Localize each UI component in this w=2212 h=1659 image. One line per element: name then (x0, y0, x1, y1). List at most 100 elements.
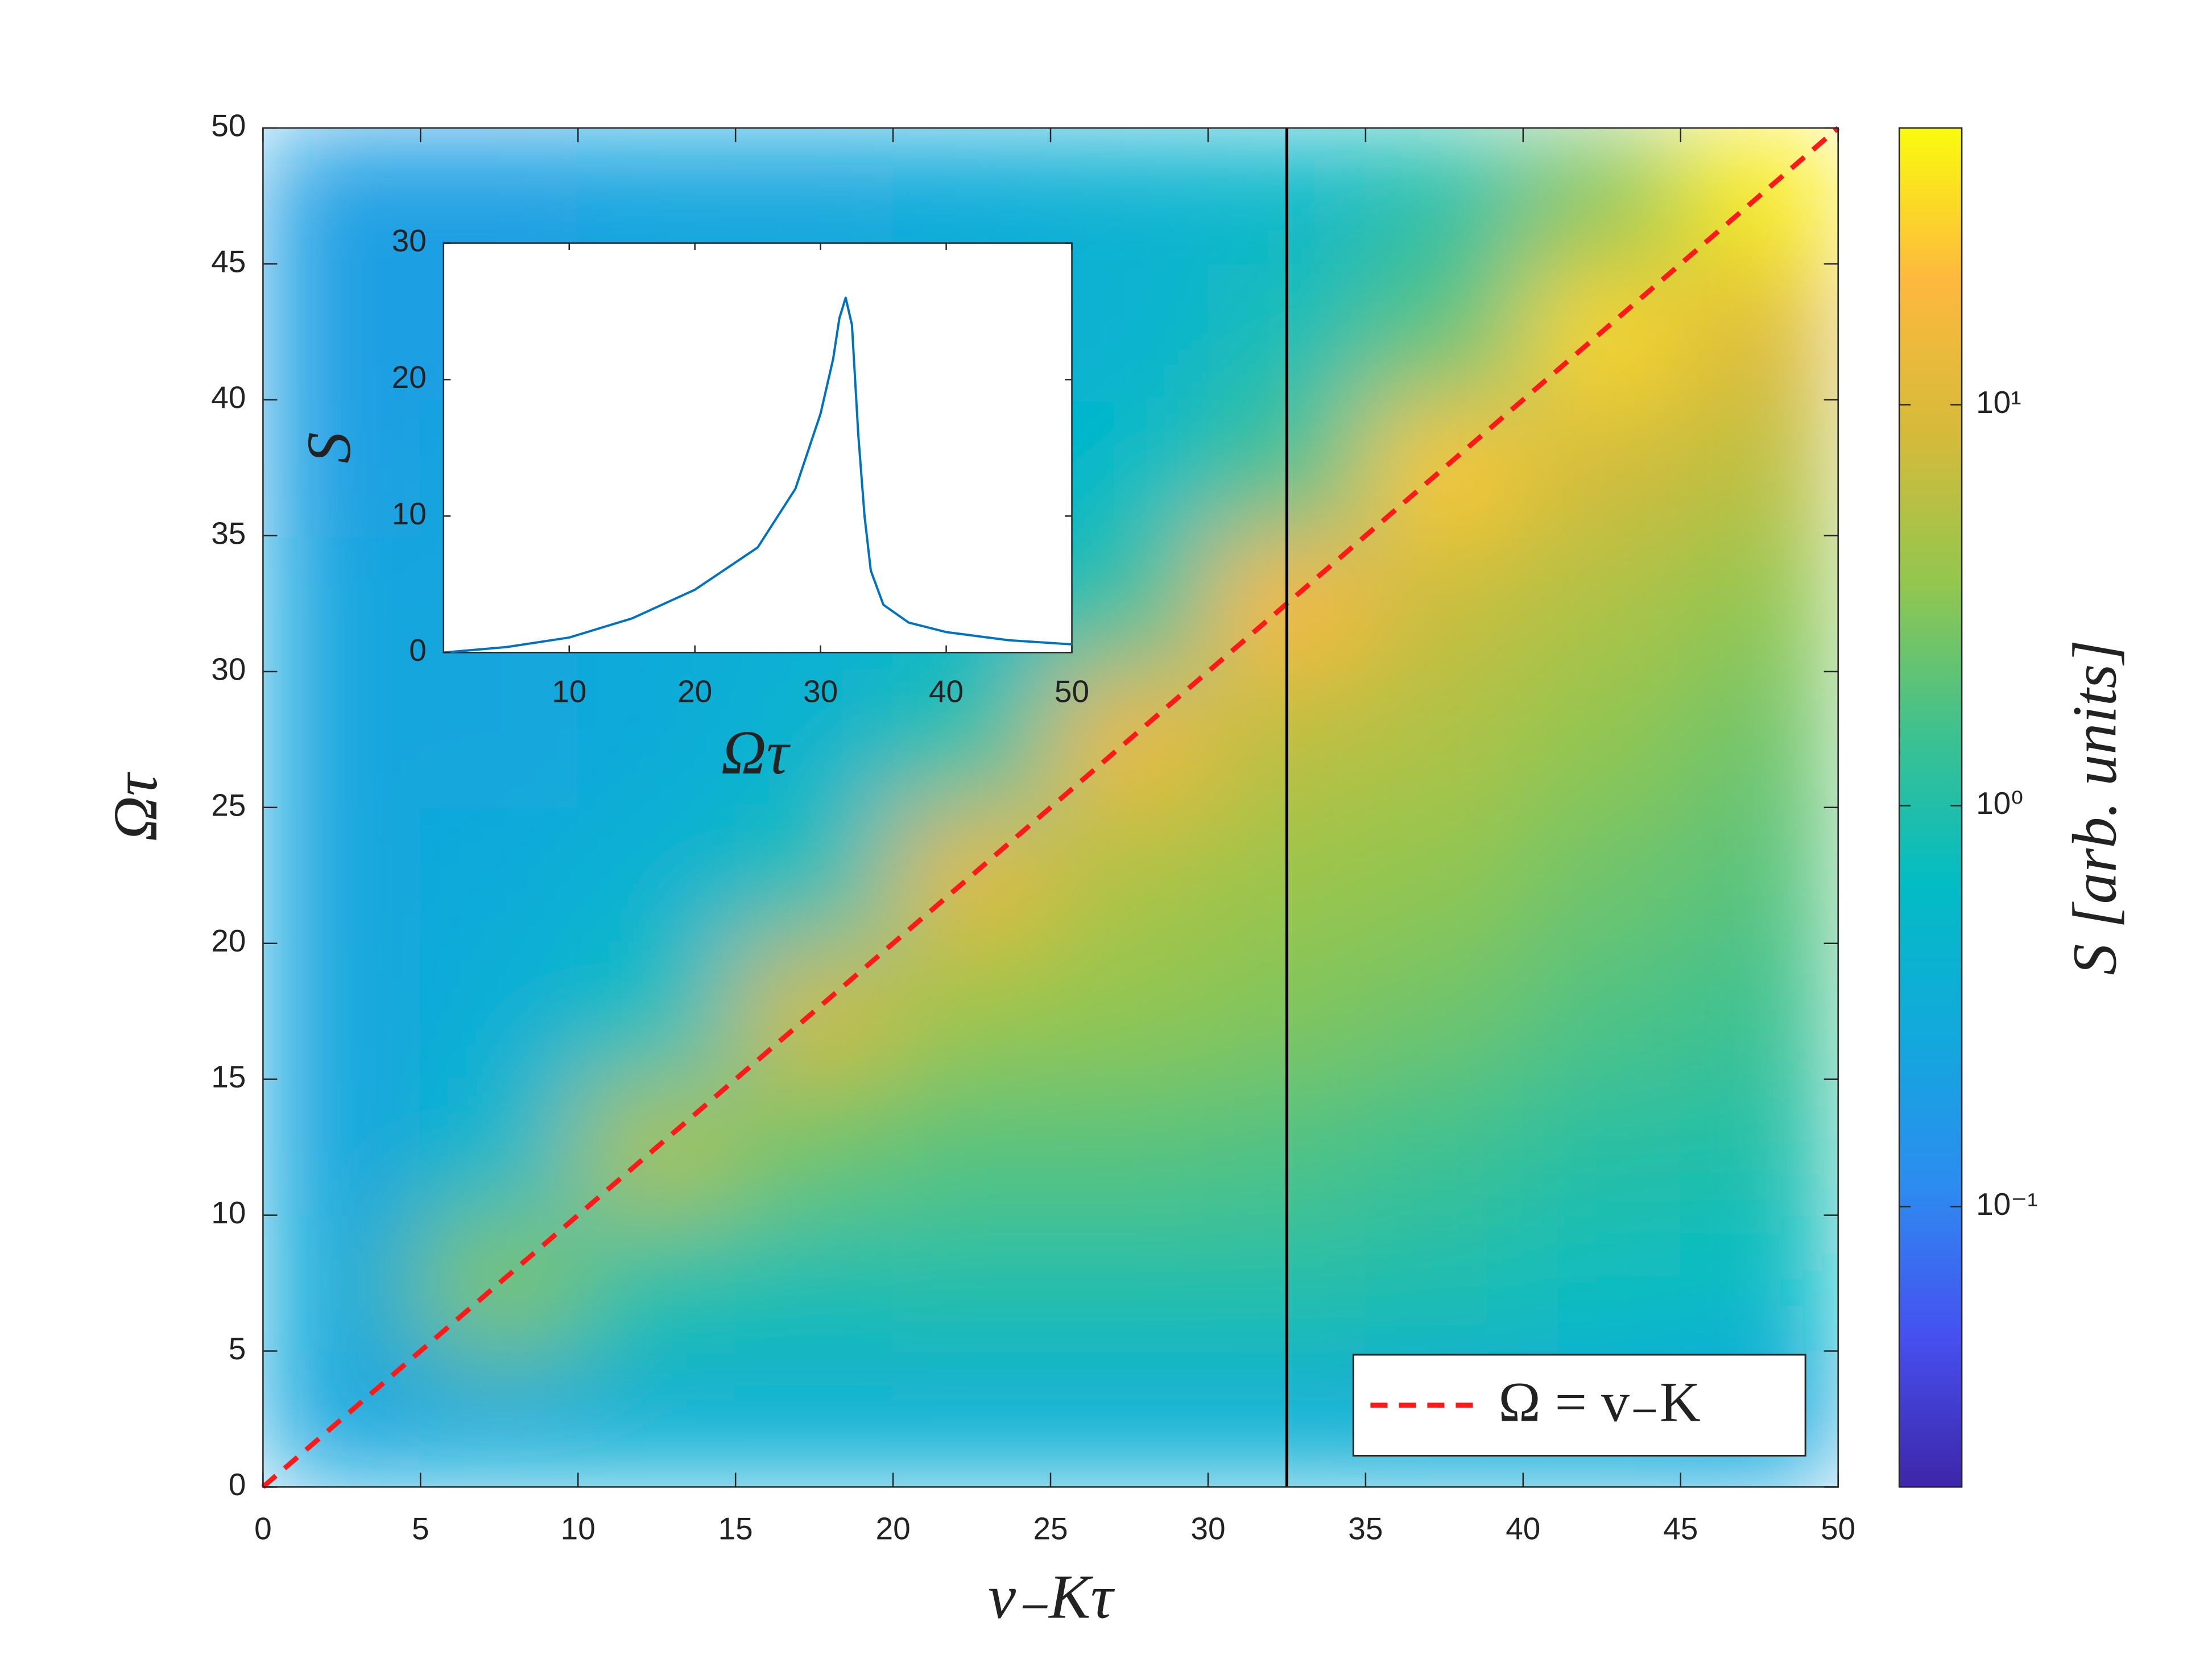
heat-cell (1049, 1214, 1209, 1352)
inset-line (443, 296, 1072, 654)
heat-cell (1049, 1350, 1209, 1487)
heat-cell (263, 128, 421, 265)
heat-cell (892, 1350, 1052, 1487)
x-tick-label: 45 (1663, 1511, 1698, 1546)
plot-layer: 0 5 10 15 20 25 30 35 40 45 50 0 5 10 15 20 25 30 35 40 45 50… (211, 108, 2037, 1546)
y-tick-label: 40 (211, 379, 246, 415)
heat-cell (1365, 1078, 1524, 1216)
heat-cell (1522, 535, 1681, 673)
heat-cell (892, 1214, 1052, 1352)
x-tick-label: 0 (254, 1511, 272, 1546)
y-tick-label: 10 (211, 1195, 246, 1230)
y-tick-label: 50 (211, 108, 246, 143)
legend-label: Ω = v₋K (1498, 1371, 1701, 1434)
x-tick-label: 5 (412, 1511, 429, 1546)
y-tick-label: 25 (211, 787, 246, 822)
heat-cell (1522, 806, 1681, 944)
heat-cell (1049, 399, 1209, 537)
heat-cell (263, 806, 421, 944)
x-tick-label: 35 (1348, 1511, 1383, 1546)
heat-cell (420, 1350, 579, 1487)
inset-x-tick-label: 10 (552, 673, 586, 709)
heat-cell (1522, 128, 1681, 265)
heat-cell (577, 671, 737, 809)
heat-cell (1680, 535, 1838, 673)
heat-cell (1680, 1214, 1838, 1352)
heat-cell (1365, 128, 1524, 265)
heat-cell (420, 671, 579, 809)
x-tick-label: 30 (1190, 1511, 1225, 1546)
heat-cell (892, 942, 1052, 1080)
heat-cell (1680, 806, 1838, 944)
x-tick-label: 25 (1033, 1511, 1068, 1546)
colorbar-tick-label: 10⁰ (1976, 785, 2023, 821)
heat-cell (734, 1214, 894, 1352)
y-tick-label: 45 (211, 244, 246, 279)
heat-cell (1680, 399, 1838, 537)
heat-cell (577, 1350, 737, 1487)
inset-y-tick-label: 30 (392, 223, 427, 258)
heat-cell (420, 806, 579, 944)
heat-cell (577, 1214, 737, 1352)
x-tick-label: 15 (718, 1511, 753, 1546)
y-tick-label: 20 (211, 923, 246, 958)
heat-cell (1365, 535, 1524, 673)
heat-cell (1049, 128, 1209, 265)
y-tick-label: 15 (211, 1059, 246, 1094)
heat-cell (1522, 671, 1681, 809)
y-tick-label: 0 (229, 1467, 246, 1502)
inset-x-tick-label: 40 (929, 673, 964, 709)
inset-y-label: S (294, 432, 363, 464)
heat-cell (1680, 942, 1838, 1080)
x-tick-label: 50 (1821, 1511, 1855, 1546)
heat-cell (263, 1078, 421, 1216)
heat-cell (420, 128, 579, 265)
heat-cell (1680, 671, 1838, 809)
colorbar-tick-label: 10¹ (1976, 384, 2021, 420)
heat-cell (577, 806, 737, 944)
heat-cell (263, 535, 421, 673)
heat-cell (263, 942, 421, 1080)
heat-cell (1365, 806, 1524, 944)
x-axis-label: v₋Kτ (988, 1562, 1115, 1632)
x-tick-label: 10 (561, 1511, 596, 1546)
inset-y-tick-label: 0 (409, 632, 427, 668)
heat-cell (734, 806, 894, 944)
y-axis-label: Ωτ (101, 772, 170, 842)
y-tick-label: 5 (229, 1331, 246, 1366)
inset-y-tick-label: 10 (392, 496, 427, 531)
heat-cell (1522, 1214, 1681, 1352)
inset-x-tick-label: 30 (803, 673, 838, 709)
heat-cell (263, 671, 421, 809)
heat-cell (263, 263, 421, 401)
x-tick-label: 20 (876, 1511, 911, 1546)
heat-cell (577, 942, 737, 1080)
heat-cell (263, 399, 421, 537)
heat-cell (1049, 263, 1209, 401)
reference-line (261, 126, 1840, 1489)
colorbar-label: S [arb. units] (2060, 640, 2129, 975)
heat-cell (1365, 671, 1524, 809)
heat-cell (263, 1214, 421, 1352)
heat-cell (420, 942, 579, 1080)
heat-cell (892, 1078, 1052, 1216)
heat-cell (1049, 535, 1209, 673)
x-tick-label: 40 (1506, 1511, 1540, 1546)
heat-cell (420, 1078, 579, 1216)
heat-cell (1365, 263, 1524, 401)
inset-y-tick-label: 20 (392, 359, 427, 395)
heat-cell (1680, 1078, 1838, 1216)
inset-x-label: Ωτ (721, 718, 791, 787)
heat-cell (1049, 1078, 1209, 1216)
colorbar (1898, 127, 1963, 1488)
y-tick-label: 35 (211, 515, 246, 551)
heat-cell (734, 671, 894, 809)
inset-x-tick-label: 50 (1055, 673, 1089, 709)
heat-cell (734, 128, 894, 265)
y-tick-label: 30 (211, 651, 246, 686)
heat-cell (1522, 399, 1681, 537)
heat-cell (1049, 806, 1209, 944)
heat-cell (734, 1350, 894, 1487)
inset-x-tick-label: 20 (677, 673, 712, 709)
